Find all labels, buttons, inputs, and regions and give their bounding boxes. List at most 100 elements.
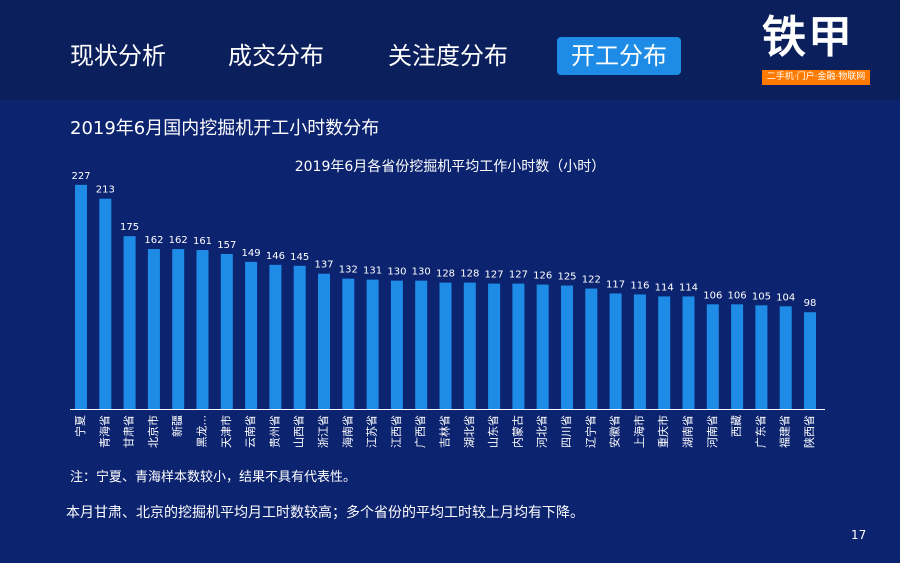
category-label-23: 上海市 xyxy=(632,415,646,448)
bar-4 xyxy=(172,249,185,409)
bar-value-label-19: 126 xyxy=(533,271,552,282)
bar-12 xyxy=(366,279,379,409)
bar-15 xyxy=(439,282,452,409)
bar-7 xyxy=(245,261,258,409)
bar-value-label-15: 128 xyxy=(436,269,455,280)
bar-23 xyxy=(633,294,646,409)
category-label-19: 河北省 xyxy=(536,415,549,448)
bar-value-label-21: 122 xyxy=(582,275,601,286)
bar-value-label-26: 106 xyxy=(703,290,722,301)
category-label-5: 黑龙... xyxy=(196,415,209,448)
bar-value-label-28: 105 xyxy=(752,291,771,302)
bar-value-label-12: 131 xyxy=(363,266,382,277)
category-label-26: 河南省 xyxy=(706,415,719,448)
category-label-1: 青海省 xyxy=(97,415,111,448)
bar-value-label-6: 157 xyxy=(217,240,236,251)
category-label-4: 新疆 xyxy=(170,415,184,437)
bar-30 xyxy=(804,312,816,409)
bar-value-label-27: 106 xyxy=(728,290,747,301)
bar-value-label-30: 98 xyxy=(804,298,817,309)
tab-transaction-distribution[interactable]: 成交分布 xyxy=(228,42,324,70)
bar-value-label-0: 227 xyxy=(71,171,90,182)
category-label-20: 四川省 xyxy=(560,415,573,448)
bar-value-label-25: 114 xyxy=(679,282,698,293)
slide-subtitle: 2019年6月国内挖掘机开工小时数分布 xyxy=(70,118,380,139)
bar-0 xyxy=(75,184,87,409)
bar-value-label-7: 149 xyxy=(242,248,261,259)
chart-title: 2019年6月各省份挖掘机平均工作小时数（小时） xyxy=(294,159,606,175)
bar-8 xyxy=(269,264,282,409)
bar-value-label-10: 137 xyxy=(314,260,333,271)
bar-value-label-4: 162 xyxy=(169,235,188,246)
bar-17 xyxy=(488,283,501,409)
bar-20 xyxy=(561,285,573,409)
footnote: 注：宁夏、青海样本数较小，结果不具有代表性。 xyxy=(70,470,357,485)
bar-value-label-1: 213 xyxy=(96,185,115,196)
bar-22 xyxy=(609,293,622,409)
category-label-10: 浙江省 xyxy=(317,415,330,448)
bar-16 xyxy=(463,282,476,409)
category-label-11: 海南省 xyxy=(340,415,354,448)
category-label-16: 湖北省 xyxy=(463,415,476,448)
bar-6 xyxy=(220,253,233,409)
bar-value-label-11: 132 xyxy=(339,265,358,276)
bar-value-label-3: 162 xyxy=(144,235,163,246)
bar-10 xyxy=(318,273,330,409)
bar-value-label-9: 145 xyxy=(290,252,309,263)
category-label-12: 江苏省 xyxy=(366,415,379,448)
bar-value-label-8: 146 xyxy=(266,251,285,262)
bar-value-label-22: 117 xyxy=(606,279,625,290)
bar-value-label-20: 125 xyxy=(557,272,576,283)
bar-value-label-13: 130 xyxy=(387,267,406,278)
bar-value-label-18: 127 xyxy=(509,270,528,281)
page-number: 17 xyxy=(851,528,867,542)
bar-26 xyxy=(706,304,719,409)
category-label-17: 山东省 xyxy=(487,415,500,448)
tab-status-analysis[interactable]: 现状分析 xyxy=(70,42,166,70)
bar-1 xyxy=(99,198,112,409)
bar-value-label-23: 116 xyxy=(630,280,649,291)
category-label-24: 重庆市 xyxy=(656,415,670,448)
category-label-30: 陕西省 xyxy=(802,415,816,448)
bar-13 xyxy=(390,280,403,409)
tab-attention-distribution[interactable]: 关注度分布 xyxy=(388,42,508,70)
category-label-25: 湖南省 xyxy=(682,415,695,448)
category-label-29: 福建省 xyxy=(778,415,792,448)
category-label-14: 广西省 xyxy=(414,415,427,448)
bar-11 xyxy=(342,278,355,409)
bar-value-label-16: 128 xyxy=(460,269,479,280)
bar-18 xyxy=(512,283,525,409)
bar-9 xyxy=(293,265,306,409)
category-label-6: 天津市 xyxy=(219,415,233,448)
category-label-28: 广东省 xyxy=(754,415,767,448)
bar-2 xyxy=(123,236,136,409)
bar-14 xyxy=(415,280,428,409)
category-label-18: 内蒙古 xyxy=(510,415,524,448)
bar-3 xyxy=(147,249,160,409)
bar-value-label-24: 114 xyxy=(655,282,674,293)
logo-tagline: 二手机·门户·金融·物联网 xyxy=(762,70,870,85)
category-label-21: 辽宁省 xyxy=(583,415,597,448)
header-bar: 现状分析 成交分布 关注度分布 开工分布 铁甲 二手机·门户·金融·物联网 xyxy=(0,0,900,100)
category-label-22: 安徽省 xyxy=(608,415,622,448)
category-label-2: 甘肃省 xyxy=(123,415,136,448)
bar-5 xyxy=(196,250,209,409)
bar-28 xyxy=(755,305,768,409)
category-label-15: 吉林省 xyxy=(438,415,452,448)
bar-value-label-17: 127 xyxy=(485,270,504,281)
category-label-27: 西藏 xyxy=(730,415,743,437)
category-label-3: 北京市 xyxy=(146,415,160,448)
bar-value-label-2: 175 xyxy=(120,222,139,233)
category-label-13: 江西省 xyxy=(390,415,403,448)
bar-19 xyxy=(536,284,549,409)
bar-value-label-5: 161 xyxy=(193,236,212,247)
tab-operation-distribution[interactable]: 开工分布 xyxy=(557,37,681,75)
bar-29 xyxy=(779,306,792,409)
bar-value-label-14: 130 xyxy=(412,267,431,278)
category-label-0: 宁夏 xyxy=(73,415,87,437)
bar-25 xyxy=(682,296,695,409)
summary-text: 本月甘肃、北京的挖掘机平均月工时数较高；多个省份的平均工时较上月均有下降。 xyxy=(66,505,584,521)
logo: 铁甲 xyxy=(762,12,854,63)
category-label-7: 云南省 xyxy=(244,415,257,448)
